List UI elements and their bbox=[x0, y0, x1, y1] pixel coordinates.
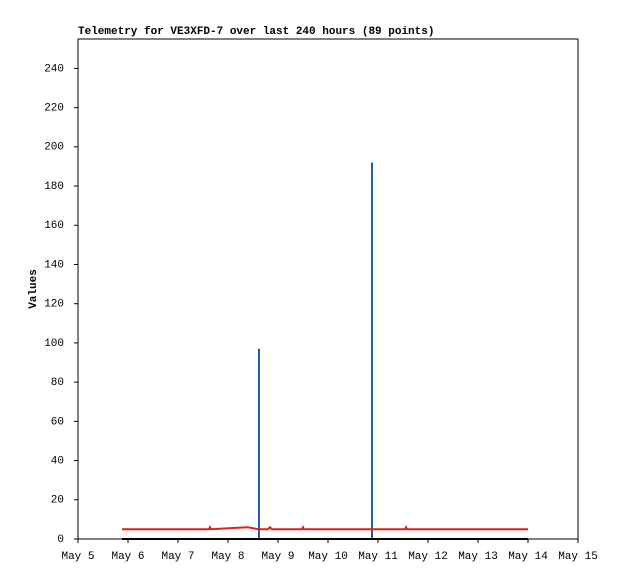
x-tick-label: May 11 bbox=[358, 551, 398, 563]
y-tick-label: 140 bbox=[44, 259, 64, 271]
y-tick-label: 180 bbox=[44, 181, 64, 193]
y-tick-label: 60 bbox=[51, 416, 64, 428]
x-tick-label: May 7 bbox=[161, 551, 194, 563]
x-tick-label: May 14 bbox=[508, 551, 548, 563]
x-tick-label: May 9 bbox=[261, 551, 294, 563]
x-tick-label: May 5 bbox=[61, 551, 94, 563]
x-tick-label: May 8 bbox=[211, 551, 244, 563]
y-axis-label: Values bbox=[28, 269, 40, 309]
y-tick-label: 80 bbox=[51, 377, 64, 389]
x-tick-label: May 15 bbox=[558, 551, 598, 563]
y-tick-label: 100 bbox=[44, 338, 64, 350]
y-tick-label: 40 bbox=[51, 455, 64, 467]
y-tick-label: 160 bbox=[44, 220, 64, 232]
x-tick-label: May 13 bbox=[458, 551, 498, 563]
y-tick-label: 240 bbox=[44, 63, 64, 75]
y-tick-label: 220 bbox=[44, 103, 64, 115]
x-tick-label: May 6 bbox=[111, 551, 144, 563]
x-tick-label: May 10 bbox=[308, 551, 348, 563]
chart-title: Telemetry for VE3XFD-7 over last 240 hou… bbox=[78, 26, 434, 38]
y-tick-label: 120 bbox=[44, 299, 64, 311]
y-tick-label: 200 bbox=[44, 142, 64, 154]
y-tick-label: 0 bbox=[57, 534, 64, 546]
y-tick-label: 20 bbox=[51, 495, 64, 507]
x-tick-label: May 12 bbox=[408, 551, 448, 563]
series-line bbox=[122, 525, 528, 531]
